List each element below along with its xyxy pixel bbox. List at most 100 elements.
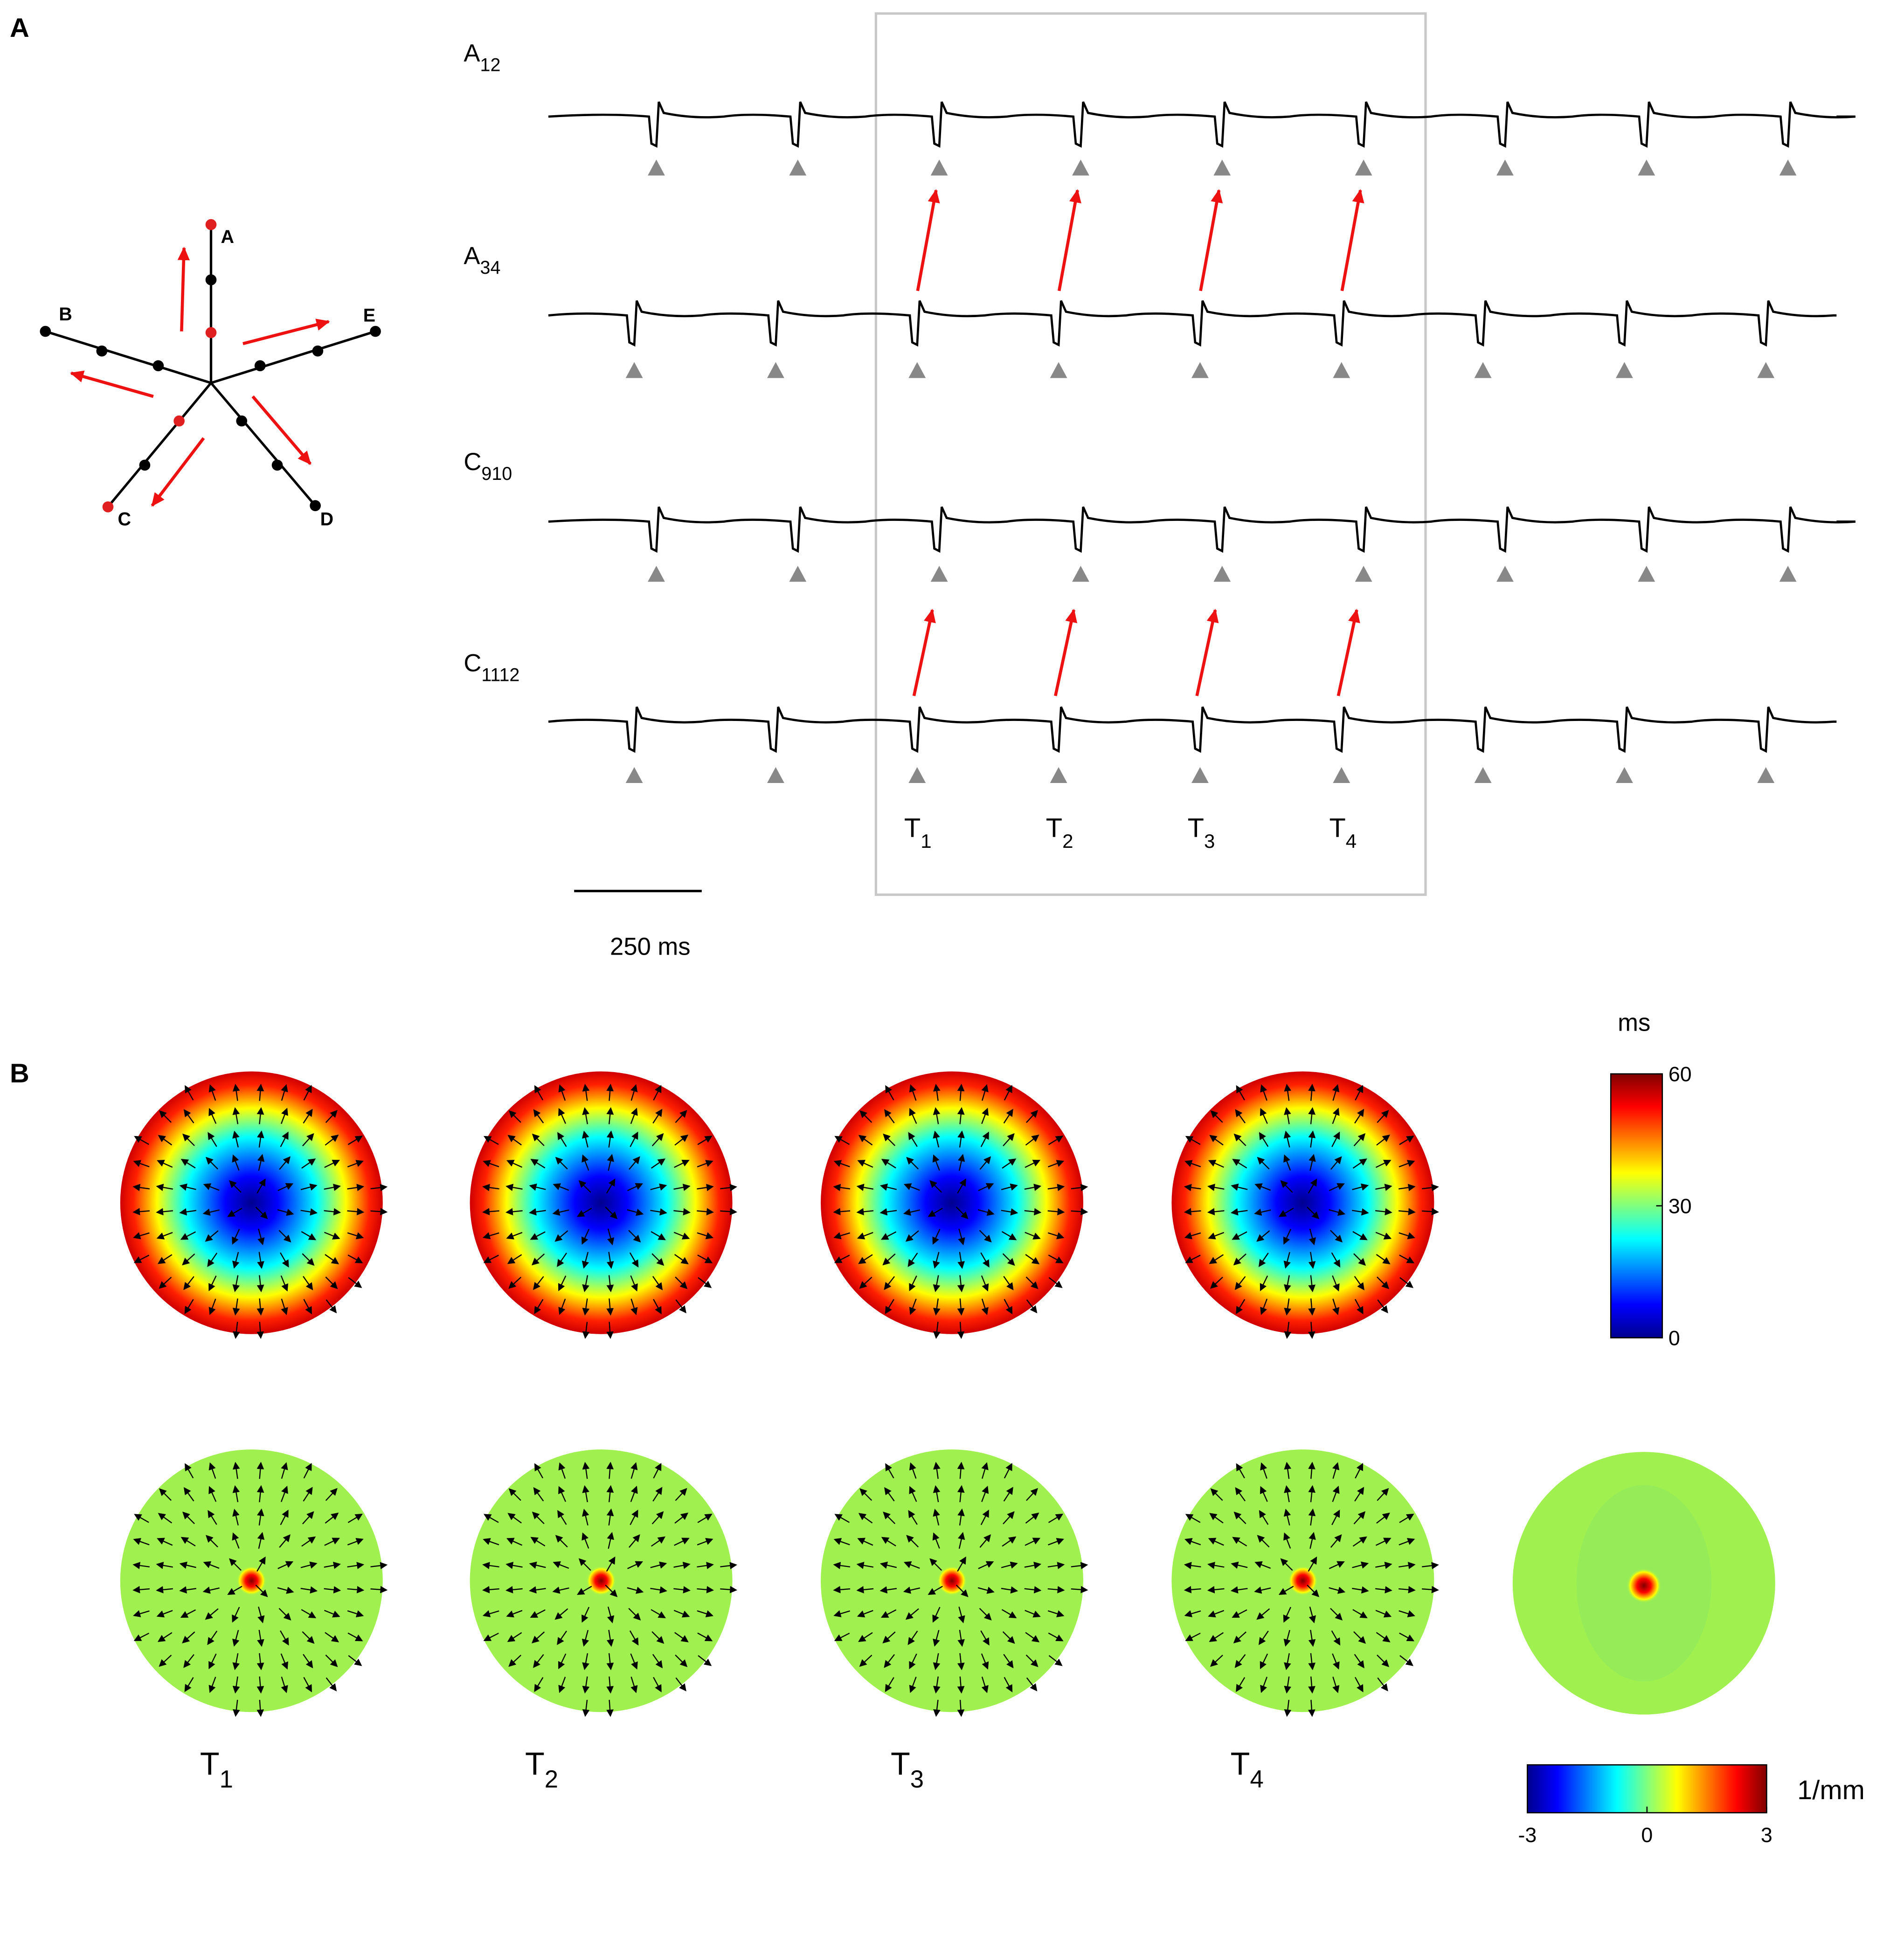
- gradient-arrow: [933, 1462, 941, 1479]
- gradient-arrow: [156, 1610, 173, 1618]
- gradient-arrow: [650, 1208, 667, 1216]
- label-sub: 4: [1250, 1766, 1263, 1793]
- gradient-arrow: [653, 1463, 662, 1479]
- gradient-arrow: [1352, 1158, 1367, 1169]
- gradient-arrow: [577, 1207, 592, 1217]
- marker-triangle: [1779, 566, 1797, 582]
- gradient-arrow: [1377, 1299, 1388, 1314]
- marker-triangle: [789, 159, 807, 176]
- gradient-arrow: [1354, 1109, 1364, 1124]
- gradient-arrow: [157, 1632, 173, 1642]
- gradient-arrow: [208, 1486, 217, 1502]
- gradient-arrow: [1025, 1276, 1039, 1289]
- gradient-arrow: [928, 1586, 943, 1595]
- gradient-arrow: [859, 1488, 872, 1501]
- conduction-arrow: [1054, 609, 1078, 696]
- gradient-arrow: [674, 1512, 689, 1524]
- gradient-arrow: [630, 1275, 638, 1292]
- gradient-arrow: [256, 1485, 264, 1503]
- gradient-arrow: [957, 1556, 966, 1572]
- gradient-arrow: [1210, 1110, 1223, 1123]
- gradient-arrow: [577, 1586, 592, 1595]
- gradient-arrow: [1353, 1133, 1366, 1147]
- gradient-arrow: [652, 1276, 663, 1290]
- marker-triangle: [1757, 362, 1775, 378]
- gradient-arrow: [348, 1655, 362, 1666]
- gradient-arrow: [933, 1699, 941, 1717]
- gradient-arrow: [558, 1275, 567, 1291]
- gradient-arrow: [553, 1183, 569, 1191]
- gradient-arrow: [1185, 1633, 1201, 1641]
- gradient-arrow: [257, 1508, 264, 1526]
- gradient-arrow: [1024, 1586, 1042, 1594]
- marker-triangle: [1355, 159, 1372, 176]
- label-sub: 3: [910, 1766, 924, 1793]
- gradient-arrow: [978, 1561, 994, 1569]
- gradient-arrow: [482, 1184, 499, 1192]
- gradient-arrow: [325, 1677, 337, 1691]
- gradient-arrow: [1331, 1630, 1341, 1646]
- gradient-arrow: [957, 1107, 965, 1124]
- gradient-arrow: [558, 1108, 567, 1124]
- branch-label: A: [221, 227, 234, 247]
- gradient-arrow: [957, 1485, 965, 1503]
- gradient-arrow: [1209, 1632, 1224, 1642]
- gradient-arrow: [879, 1586, 897, 1594]
- gradient-arrow: [232, 1322, 240, 1339]
- activation-map: [821, 1071, 1083, 1334]
- gradient-arrow: [903, 1208, 921, 1216]
- colorbar-tick-label: 60: [1669, 1063, 1692, 1086]
- gradient-arrow: [324, 1538, 340, 1546]
- gradient-arrow: [1399, 1632, 1415, 1642]
- gradient-arrow: [697, 1232, 714, 1240]
- gradient-arrow: [630, 1485, 638, 1502]
- gradient-arrow: [697, 1538, 713, 1545]
- label-main: A: [464, 40, 480, 67]
- gradient-arrow: [303, 1487, 313, 1502]
- gradient-arrow: [1257, 1535, 1270, 1548]
- gradient-arrow: [905, 1608, 919, 1620]
- gradient-arrow: [933, 1275, 941, 1292]
- gradient-arrow: [256, 1083, 264, 1101]
- gradient-arrow: [1235, 1109, 1246, 1123]
- gradient-arrow: [156, 1184, 173, 1191]
- trace-label: C910: [464, 448, 512, 484]
- gradient-arrow: [300, 1561, 318, 1569]
- gradient-arrow: [557, 1253, 567, 1268]
- label-sub: 2: [545, 1766, 558, 1793]
- gradient-arrow: [1330, 1156, 1342, 1170]
- gradient-arrow: [558, 1084, 566, 1101]
- label-sub: 34: [480, 257, 501, 278]
- time-label: T1: [904, 813, 932, 852]
- gradient-arrow: [1309, 1228, 1316, 1246]
- gradient-arrow: [606, 1298, 614, 1316]
- gradient-arrow: [208, 1275, 217, 1291]
- gradient-arrow: [652, 1487, 663, 1502]
- gradient-arrow: [650, 1586, 667, 1594]
- gradient-arrow: [132, 1184, 150, 1192]
- marker-triangle: [1213, 566, 1231, 582]
- gradient-arrow: [552, 1208, 569, 1216]
- gradient-arrow: [303, 1654, 313, 1669]
- gradient-arrow: [979, 1607, 992, 1621]
- marker-triangle: [1496, 159, 1514, 176]
- branch-label: C: [118, 509, 131, 529]
- label-main: T: [525, 1746, 545, 1781]
- gradient-arrow: [278, 1607, 291, 1621]
- gradient-arrow: [558, 1653, 567, 1670]
- gradient-arrow: [179, 1586, 196, 1594]
- label-main: T: [904, 813, 921, 843]
- gradient-arrow: [533, 1654, 544, 1668]
- gradient-arrow: [280, 1252, 289, 1268]
- gradient-arrow: [301, 1536, 316, 1547]
- marker-triangle: [930, 566, 948, 582]
- gradient-arrow: [885, 1677, 894, 1692]
- gradient-arrow: [1352, 1231, 1368, 1240]
- gradient-arrow: [1399, 1160, 1415, 1168]
- gradient-arrow: [347, 1208, 365, 1216]
- gradient-arrow: [483, 1514, 499, 1523]
- gradient-arrow: [1329, 1183, 1345, 1192]
- gradient-arrow: [232, 1275, 240, 1292]
- gradient-arrow: [324, 1561, 341, 1569]
- gradient-arrow: [651, 1253, 665, 1266]
